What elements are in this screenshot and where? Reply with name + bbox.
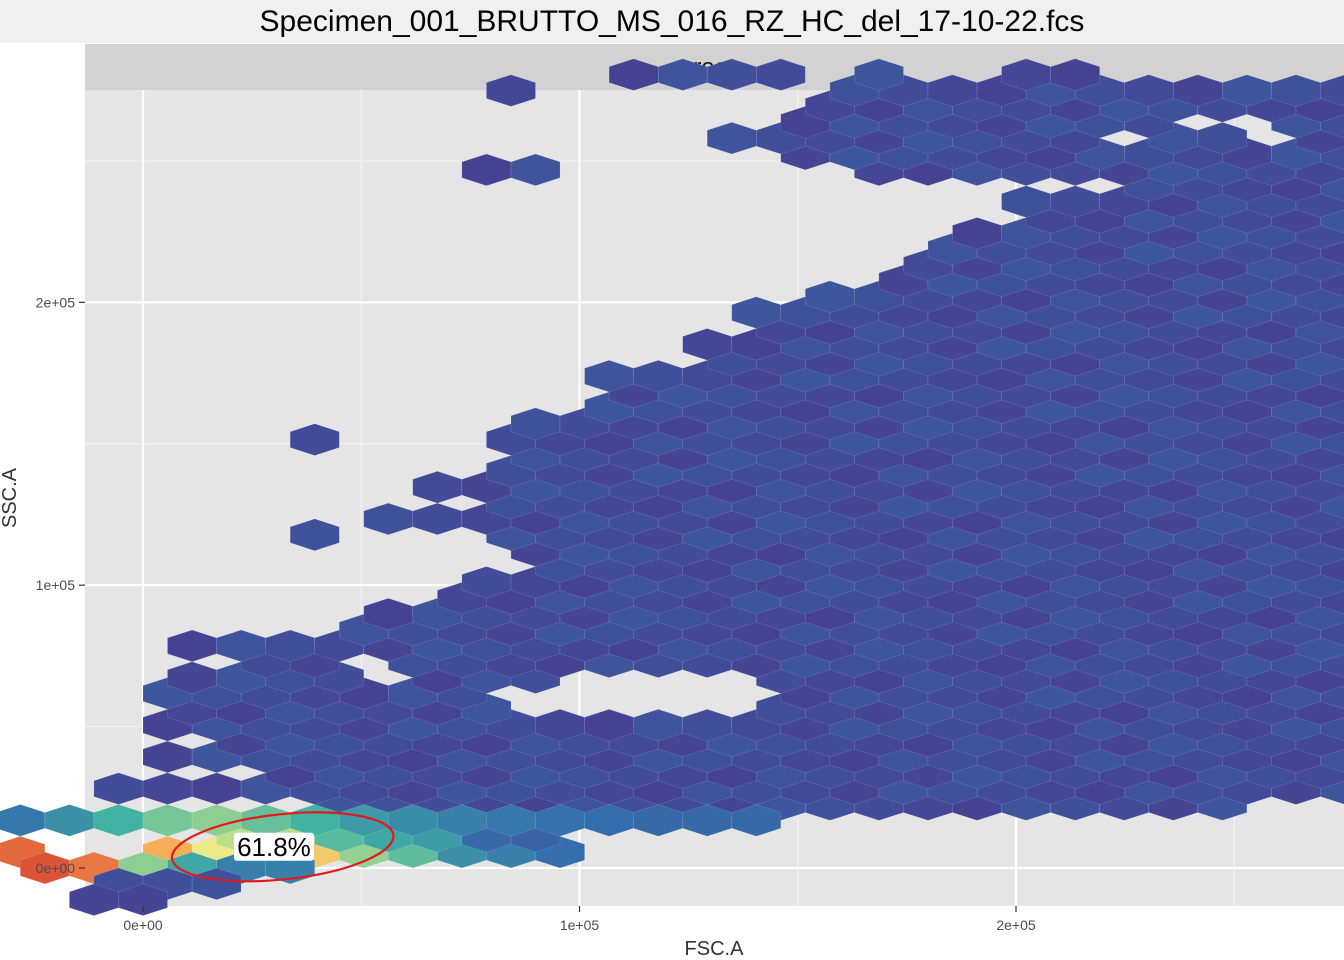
y-tick-label: 2e+05 <box>36 294 76 310</box>
hex-bin <box>731 804 782 837</box>
hex-bin <box>1050 58 1100 91</box>
gate-label: 61.8% <box>237 832 311 862</box>
y-tick-label: 1e+05 <box>36 577 76 593</box>
hex-bin <box>510 153 561 187</box>
hex-bin <box>191 867 242 901</box>
x-axis-title: FSC.A <box>685 938 745 960</box>
hex-bin <box>854 58 904 91</box>
hex-bin <box>289 518 340 552</box>
hex-bin <box>118 883 168 916</box>
axes: 0e+00 1e+05 2e+05 0e+00 1e+05 2e+05 <box>36 294 1036 933</box>
gate-label-background <box>233 832 314 861</box>
chart-title: Specimen_001_BRUTTO_MS_016_RZ_HC_del_17-… <box>260 5 1085 38</box>
gate-ellipse <box>170 811 395 883</box>
x-tick-label: 0e+00 <box>123 917 163 933</box>
hex-bin <box>756 58 806 91</box>
hex-bin <box>289 423 340 456</box>
x-tick-label: 2e+05 <box>996 917 1036 933</box>
y-axis-title: SSC.A <box>0 467 21 528</box>
hex-bins <box>0 58 1344 916</box>
hex-bin <box>486 74 536 107</box>
title-bar <box>0 0 1344 44</box>
x-tick-label: 1e+05 <box>560 917 600 933</box>
gate: 61.8% <box>170 811 395 883</box>
hex-bin <box>1320 74 1344 107</box>
y-tick-label: 0e+00 <box>36 860 76 876</box>
